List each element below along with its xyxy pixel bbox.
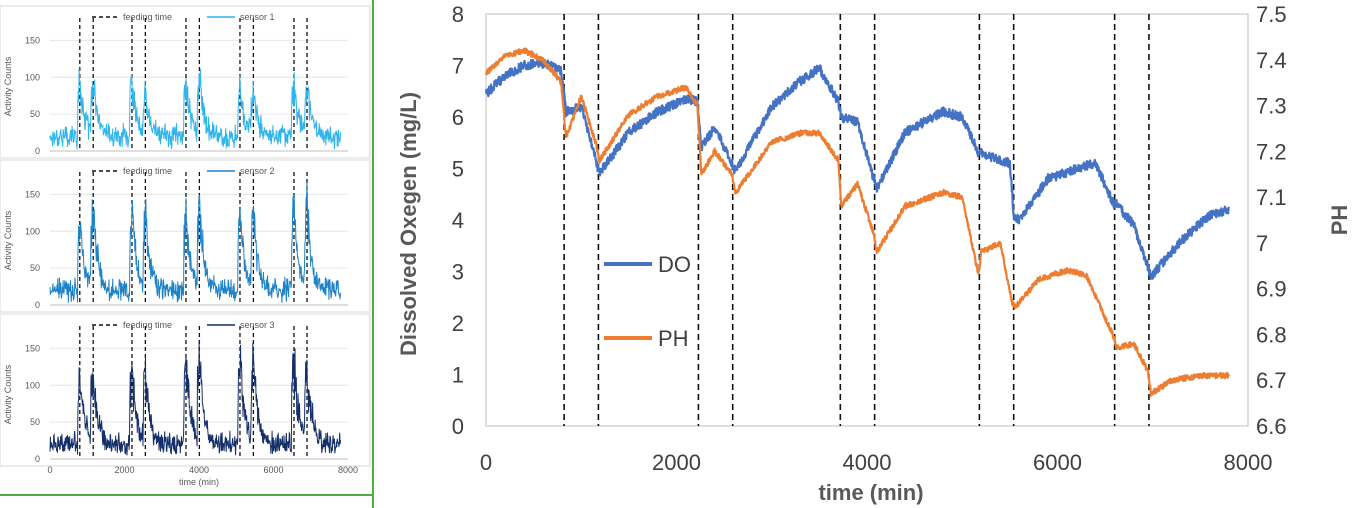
sensor-series-line xyxy=(49,68,341,150)
y-tick-label: 4 xyxy=(452,208,464,233)
x-axis-label: time (min) xyxy=(179,477,219,487)
y-tick-label: 50 xyxy=(30,109,40,119)
y-tick-label: 0 xyxy=(35,146,40,156)
x-axis-label: time (min) xyxy=(818,480,923,505)
y2-tick-label: 7.5 xyxy=(1256,2,1287,27)
x-tick-label: 6000 xyxy=(1033,450,1082,475)
plot-area-border xyxy=(485,13,1249,427)
y-tick-label: 0 xyxy=(452,414,464,439)
legend-label-feeding: feeding time xyxy=(123,320,172,330)
y2-tick-label: 7.1 xyxy=(1256,185,1287,210)
activity-chart-2: 0 50 100 150 Activity Counts feeding time sens… xyxy=(0,159,371,313)
x-tick-label: 4000 xyxy=(843,450,892,475)
x-tick-label: 0 xyxy=(480,450,492,475)
panel-frame xyxy=(0,5,371,159)
x-tick-label: 6000 xyxy=(263,465,283,475)
y2-tick-label: 7.2 xyxy=(1256,139,1287,164)
legend-label-ph: PH xyxy=(658,326,689,351)
y-tick-label: 150 xyxy=(25,189,40,199)
legend-label-feeding: feeding time xyxy=(123,12,172,22)
y2-tick-label: 7.4 xyxy=(1256,48,1287,73)
y-tick-label: 8 xyxy=(452,2,464,27)
y2-tick-label: 7 xyxy=(1256,231,1268,256)
y2-tick-label: 6.7 xyxy=(1256,368,1287,393)
y-tick-label: 50 xyxy=(30,417,40,427)
activity-chart-1: 0 50 100 150 Activity Counts feeding time sens… xyxy=(0,5,371,159)
y-tick-label: 6 xyxy=(452,105,464,130)
y2-tick-label: 6.9 xyxy=(1256,277,1287,302)
y-axis-label: Activity Counts xyxy=(3,364,13,424)
x-tick-label: 4000 xyxy=(189,465,209,475)
y-tick-label: 150 xyxy=(25,35,40,45)
legend-label-sensor: sensor 1 xyxy=(240,12,275,22)
sensor-series-line xyxy=(49,341,341,456)
series-line-ph xyxy=(484,47,1230,397)
legend-label-sensor: sensor 2 xyxy=(240,166,275,176)
activity-chart-3: 0 50 100 150 Activity Counts 0 2000 4000 6000 800… xyxy=(0,313,371,487)
y-tick-label: 100 xyxy=(25,380,40,390)
y2-tick-label: 6.8 xyxy=(1256,322,1287,347)
y-tick-label: 50 xyxy=(30,263,40,273)
legend-label-feeding: feeding time xyxy=(123,166,172,176)
y-tick-label: 100 xyxy=(25,72,40,82)
legend-label-do: DO xyxy=(658,252,691,277)
y-tick-label: 5 xyxy=(452,157,464,182)
y-tick-label: 2 xyxy=(452,311,464,336)
legend-label-sensor: sensor 3 xyxy=(240,320,275,330)
x-tick-label: 0 xyxy=(47,465,52,475)
x-tick-label: 2000 xyxy=(114,465,134,475)
y-tick-label: 3 xyxy=(452,260,464,285)
panel-border xyxy=(372,0,374,508)
y-axis-label: Dissolved Oxegen (mg/L) xyxy=(396,92,421,356)
y-tick-label: 100 xyxy=(25,226,40,236)
y2-tick-label: 7.3 xyxy=(1256,94,1287,119)
y-tick-label: 1 xyxy=(452,363,464,388)
y-axis-label: Activity Counts xyxy=(3,210,13,270)
x-tick-label: 8000 xyxy=(338,465,358,475)
panel-border-bottom xyxy=(0,494,374,496)
series-line-do xyxy=(484,58,1230,280)
sensor-series-line xyxy=(49,182,341,303)
y2-tick-label: 6.6 xyxy=(1256,414,1287,439)
y-tick-label: 150 xyxy=(25,343,40,353)
y2-axis-label: PH xyxy=(1327,205,1352,236)
y-tick-label: 7 xyxy=(452,54,464,79)
y-tick-label: 0 xyxy=(35,454,40,464)
y-tick-label: 0 xyxy=(35,300,40,310)
y-axis-label: Activity Counts xyxy=(3,56,13,116)
do-ph-chart: 0 1 2 3 4 5 6 7 8 6.6 6.7 6.8 6.9 7 7.1 7.2 7.3 7.4 7.5 0 20… xyxy=(396,2,1352,505)
x-tick-label: 8000 xyxy=(1224,450,1273,475)
x-tick-label: 2000 xyxy=(652,450,701,475)
